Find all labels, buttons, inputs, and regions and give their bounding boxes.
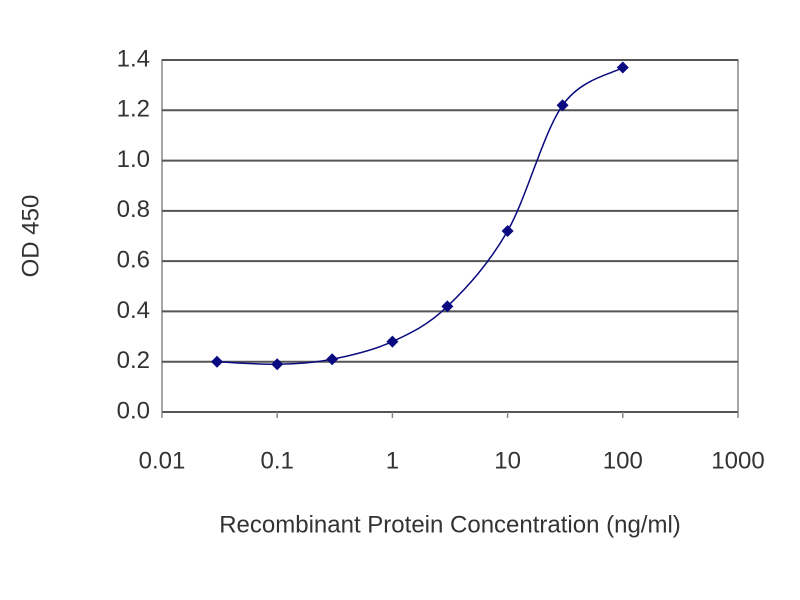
x-tick-label: 1000 — [711, 447, 764, 474]
y-tick-label: 0.6 — [117, 246, 150, 273]
data-point — [210, 355, 223, 368]
x-tick-label: 0.1 — [261, 447, 294, 474]
x-tick-label: 10 — [494, 447, 521, 474]
plot-area — [161, 59, 739, 413]
x-tick-label: 1 — [386, 447, 399, 474]
data-point — [501, 224, 514, 237]
data-point — [271, 358, 284, 371]
y-tick-label: 1.2 — [117, 96, 150, 123]
y-axis-label: OD 450 — [17, 195, 44, 278]
data-point — [616, 61, 629, 74]
y-tick-label: 0.4 — [117, 297, 150, 324]
data-point — [386, 335, 399, 348]
y-tick-label: 1.0 — [117, 146, 150, 173]
y-tick-label: 0.0 — [117, 397, 150, 424]
y-tick-label: 0.2 — [117, 347, 150, 374]
data-point — [441, 300, 454, 313]
data-point — [556, 99, 569, 112]
x-axis-label: Recombinant Protein Concentration (ng/ml… — [219, 511, 681, 538]
y-tick-label: 0.8 — [117, 196, 150, 223]
y-tick-label: 1.4 — [117, 45, 150, 72]
data-point — [326, 353, 339, 366]
x-tick-label: 0.01 — [139, 447, 186, 474]
x-tick-label: 100 — [603, 447, 643, 474]
data-line — [216, 66, 624, 366]
